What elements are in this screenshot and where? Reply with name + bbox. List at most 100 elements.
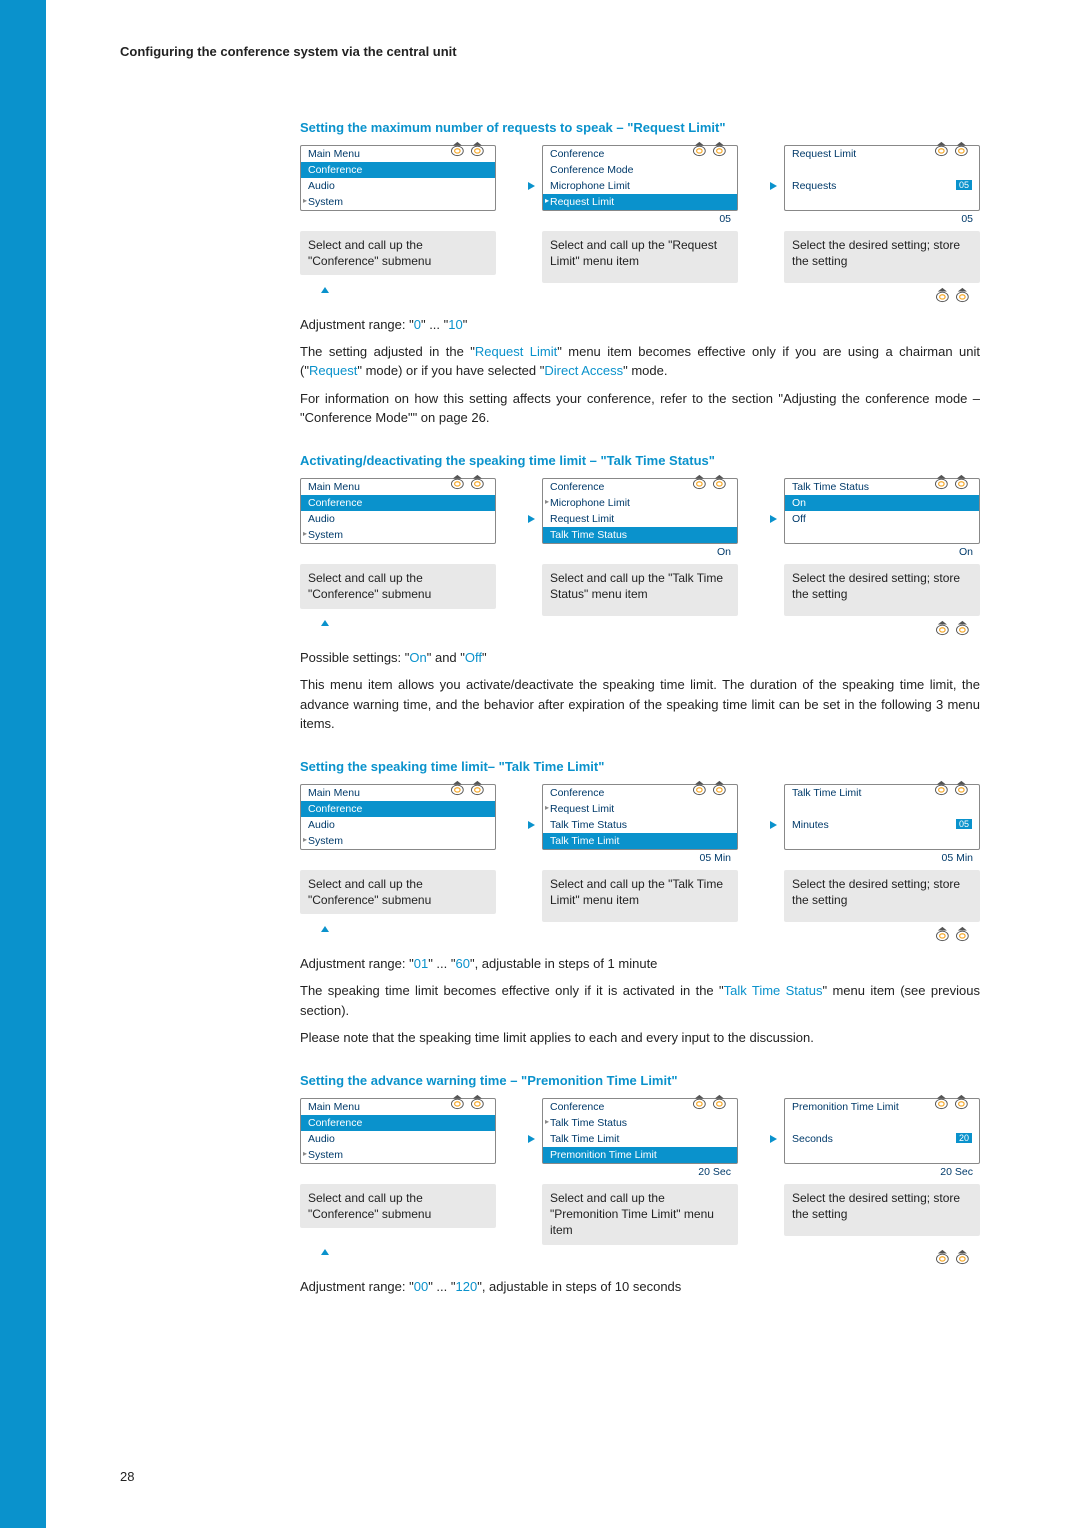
menu-row: Request Limit bbox=[785, 146, 979, 162]
instruction-row: Select and call up the "Conference" subm… bbox=[300, 870, 980, 922]
knob-icon bbox=[936, 620, 976, 638]
menu-row-selected: Conference bbox=[301, 801, 495, 817]
flow-panel: Main MenuConferenceAudio▸System bbox=[300, 478, 496, 560]
menu-row: ▸Microphone Limit bbox=[543, 495, 737, 511]
menu-row: ▸System bbox=[301, 527, 495, 543]
instruction-text: Select the desired setting; store the se… bbox=[784, 870, 980, 922]
menu-row: Talk Time Limit bbox=[785, 785, 979, 801]
menu-row-selected: Premonition Time Limit bbox=[543, 1147, 737, 1163]
menu-row: Audio bbox=[301, 1131, 495, 1147]
menu-box: Talk Time StatusOnOff bbox=[784, 478, 980, 544]
menu-row: Talk Time Limit bbox=[543, 1131, 737, 1147]
flow-panel: Main MenuConferenceAudio▸System bbox=[300, 145, 496, 227]
menu-box: Main MenuConferenceAudio▸System bbox=[300, 784, 496, 850]
flow-panel: Conference▸Talk Time StatusTalk Time Lim… bbox=[542, 1098, 738, 1180]
menu-row-selected: Conference bbox=[301, 495, 495, 511]
menu-row bbox=[785, 162, 979, 178]
arrow-icon bbox=[744, 478, 778, 560]
menu-box: Main MenuConferenceAudio▸System bbox=[300, 1098, 496, 1164]
menu-row: Audio bbox=[301, 511, 495, 527]
menu-row bbox=[785, 801, 979, 817]
knob-icon bbox=[936, 287, 976, 305]
flow-panel: Premonition Time Limit Seconds20 20 Sec bbox=[784, 1098, 980, 1180]
page-content: Setting the maximum number of requests t… bbox=[300, 120, 980, 1322]
instruction-text: Select and call up the "Conference" subm… bbox=[300, 564, 496, 608]
menu-row: ▸Talk Time Status bbox=[543, 1115, 737, 1131]
section-title: Setting the advance warning time – "Prem… bbox=[300, 1073, 980, 1088]
instruction-text: Select the desired setting; store the se… bbox=[784, 564, 980, 616]
body-text: Adjustment range: "01" ... "60", adjusta… bbox=[300, 954, 980, 973]
menu-box: ConferenceConference ModeMicrophone Limi… bbox=[542, 145, 738, 211]
instruction-text: Select and call up the "Request Limit" m… bbox=[542, 231, 738, 283]
flow-panel: Main MenuConferenceAudio▸System bbox=[300, 1098, 496, 1180]
menu-low-value: 05 Min bbox=[784, 850, 980, 866]
menu-row: Seconds20 bbox=[785, 1131, 979, 1147]
menu-row: Request Limit bbox=[543, 511, 737, 527]
instruction-text: Select and call up the "Premonition Time… bbox=[542, 1184, 738, 1245]
menu-row: Main Menu bbox=[301, 785, 495, 801]
knob-row bbox=[300, 926, 980, 946]
menu-box: Request Limit Requests05 bbox=[784, 145, 980, 211]
menu-row: Audio bbox=[301, 178, 495, 194]
section-title: Setting the maximum number of requests t… bbox=[300, 120, 980, 135]
page-header: Configuring the conference system via th… bbox=[120, 44, 457, 59]
menu-low-value: 05 bbox=[542, 211, 738, 227]
menu-low-value: 20 Sec bbox=[542, 1164, 738, 1180]
menu-row: Conference bbox=[543, 146, 737, 162]
menu-row bbox=[785, 1115, 979, 1131]
menu-row: ▸System bbox=[301, 194, 495, 210]
flow-panel: Talk Time Limit Minutes05 05 Min bbox=[784, 784, 980, 866]
menu-row-selected: Talk Time Status bbox=[543, 527, 737, 543]
flow-panel: ConferenceConference ModeMicrophone Limi… bbox=[542, 145, 738, 227]
menu-low-value: 05 bbox=[784, 211, 980, 227]
menu-low-value: 05 Min bbox=[542, 850, 738, 866]
menu-row: Conference bbox=[543, 1099, 737, 1115]
menu-row bbox=[785, 1147, 979, 1163]
menu-row-selected: Talk Time Limit bbox=[543, 833, 737, 849]
section-title: Activating/deactivating the speaking tim… bbox=[300, 453, 980, 468]
flow-diagram: Main MenuConferenceAudio▸System Conferen… bbox=[300, 478, 980, 560]
menu-box: Talk Time Limit Minutes05 bbox=[784, 784, 980, 850]
knob-icon bbox=[936, 1249, 976, 1267]
menu-row: ▸Request Limit bbox=[543, 801, 737, 817]
body-text: Adjustment range: "0" ... "10" bbox=[300, 315, 980, 334]
menu-row bbox=[785, 833, 979, 849]
knob-icon bbox=[936, 926, 976, 944]
menu-row: Main Menu bbox=[301, 146, 495, 162]
instruction-row: Select and call up the "Conference" subm… bbox=[300, 1184, 980, 1245]
instruction-text: Select and call up the "Conference" subm… bbox=[300, 870, 496, 914]
menu-box: Conference▸Microphone LimitRequest Limit… bbox=[542, 478, 738, 544]
menu-row: Main Menu bbox=[301, 479, 495, 495]
menu-box: Main MenuConferenceAudio▸System bbox=[300, 145, 496, 211]
body-text: Please note that the speaking time limit… bbox=[300, 1028, 980, 1047]
flow-diagram: Main MenuConferenceAudio▸System Conferen… bbox=[300, 145, 980, 227]
knob-row bbox=[300, 620, 980, 640]
menu-row: Talk Time Status bbox=[785, 479, 979, 495]
flow-diagram: Main MenuConferenceAudio▸System Conferen… bbox=[300, 1098, 980, 1180]
body-text: Possible settings: "On" and "Off" bbox=[300, 648, 980, 667]
instruction-row: Select and call up the "Conference" subm… bbox=[300, 231, 980, 283]
menu-low-value: 20 Sec bbox=[784, 1164, 980, 1180]
menu-box: Main MenuConferenceAudio▸System bbox=[300, 478, 496, 544]
menu-row: Conference bbox=[543, 479, 737, 495]
menu-row: Main Menu bbox=[301, 1099, 495, 1115]
arrow-icon bbox=[502, 784, 536, 866]
body-text: The speaking time limit becomes effectiv… bbox=[300, 981, 980, 1019]
menu-row bbox=[785, 527, 979, 543]
arrow-icon bbox=[744, 145, 778, 227]
menu-row bbox=[785, 194, 979, 210]
left-accent-bar bbox=[0, 0, 46, 1528]
up-arrow-icon bbox=[318, 287, 332, 307]
body-text: Adjustment range: "00" ... "120", adjust… bbox=[300, 1277, 980, 1296]
menu-row: ▸System bbox=[301, 833, 495, 849]
flow-panel: Request Limit Requests05 05 bbox=[784, 145, 980, 227]
menu-row: Conference Mode bbox=[543, 162, 737, 178]
instruction-text: Select and call up the "Conference" subm… bbox=[300, 231, 496, 275]
menu-row: Premonition Time Limit bbox=[785, 1099, 979, 1115]
menu-row: Audio bbox=[301, 817, 495, 833]
menu-box: Conference▸Talk Time StatusTalk Time Lim… bbox=[542, 1098, 738, 1164]
arrow-icon bbox=[502, 1098, 536, 1180]
menu-box: Premonition Time Limit Seconds20 bbox=[784, 1098, 980, 1164]
flow-diagram: Main MenuConferenceAudio▸System Conferen… bbox=[300, 784, 980, 866]
arrow-icon bbox=[502, 478, 536, 560]
